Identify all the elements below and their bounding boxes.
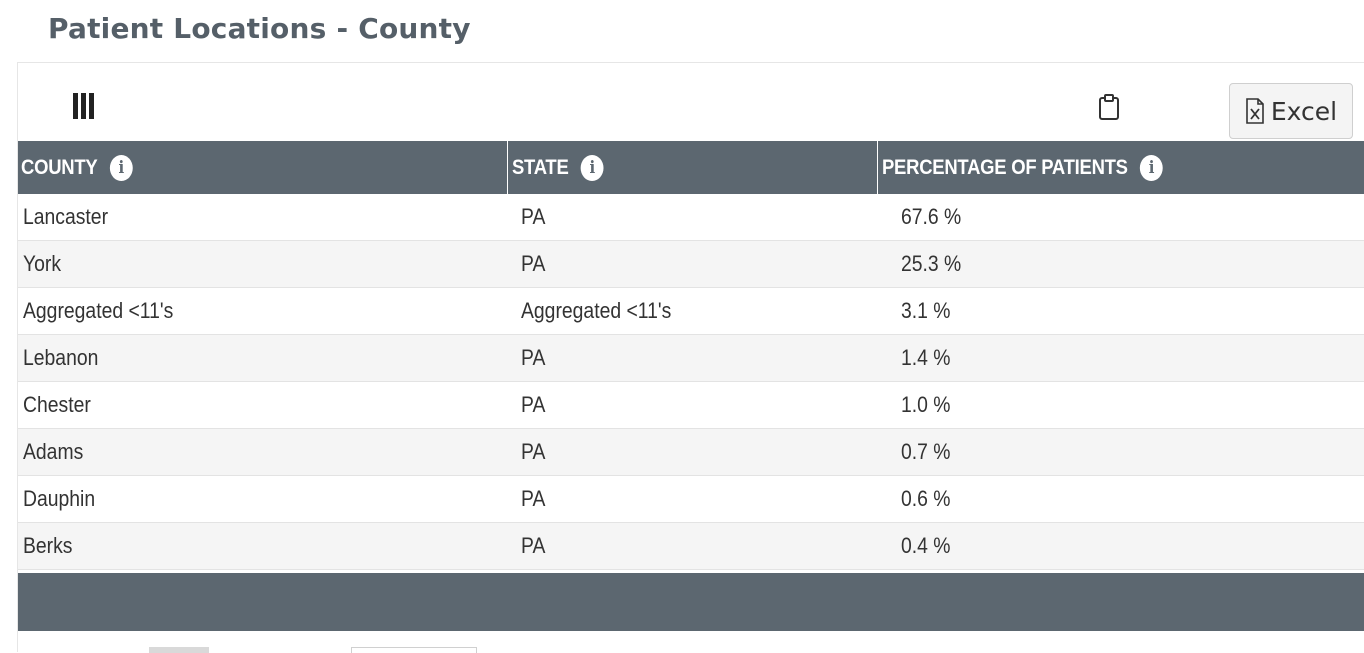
table-header: COUNTY i STATE i PERCENTAGE OF PATIENTS … bbox=[18, 141, 1364, 194]
table-body: Lancaster PA 67.6 % York PA 25.3 % Aggre… bbox=[18, 194, 1364, 570]
cell-percentage: 0.4 % bbox=[901, 533, 951, 558]
cell-state: PA bbox=[521, 204, 546, 229]
cell-state: PA bbox=[521, 533, 546, 558]
table-row[interactable]: Lancaster PA 67.6 % bbox=[18, 194, 1364, 241]
table-row[interactable]: Aggregated <11's Aggregated <11's 3.1 % bbox=[18, 288, 1364, 335]
cell-state: Aggregated <11's bbox=[521, 298, 672, 323]
column-divider bbox=[877, 141, 878, 194]
column-header-state-label: STATE bbox=[512, 155, 569, 179]
cell-county: Aggregated <11's bbox=[23, 298, 174, 323]
table-panel: Excel COUNTY i STATE i PERCENTAGE OF PAT… bbox=[17, 62, 1364, 653]
info-icon[interactable]: i bbox=[580, 154, 604, 181]
cell-county: Berks bbox=[23, 533, 73, 558]
column-header-county[interactable]: COUNTY i bbox=[21, 141, 133, 194]
table-footer bbox=[18, 573, 1364, 631]
cell-county: Dauphin bbox=[23, 486, 96, 511]
column-header-state[interactable]: STATE i bbox=[512, 141, 604, 194]
cell-state: PA bbox=[521, 345, 546, 370]
cell-state: PA bbox=[521, 251, 546, 276]
cell-state: PA bbox=[521, 439, 546, 464]
column-header-percentage-label: PERCENTAGE OF PATIENTS bbox=[882, 155, 1128, 179]
table-row[interactable]: Adams PA 0.7 % bbox=[18, 429, 1364, 476]
cell-county: Lebanon bbox=[23, 345, 99, 370]
excel-export-button[interactable]: Excel bbox=[1229, 83, 1353, 139]
table-row[interactable]: Lebanon PA 1.4 % bbox=[18, 335, 1364, 382]
table-row[interactable]: Chester PA 1.0 % bbox=[18, 382, 1364, 429]
table-toolbar: Excel bbox=[18, 63, 1364, 141]
table-row[interactable]: Berks PA 0.4 % bbox=[18, 523, 1364, 570]
cell-county: Chester bbox=[23, 392, 91, 417]
pagination-control[interactable] bbox=[351, 647, 477, 653]
cell-percentage: 67.6 % bbox=[901, 204, 962, 229]
info-icon[interactable]: i bbox=[109, 154, 133, 181]
cell-percentage: 0.6 % bbox=[901, 486, 951, 511]
table-row[interactable]: Dauphin PA 0.6 % bbox=[18, 476, 1364, 523]
cell-percentage: 0.7 % bbox=[901, 439, 951, 464]
page-title: Patient Locations - County bbox=[48, 12, 471, 45]
cell-percentage: 25.3 % bbox=[901, 251, 962, 276]
cell-percentage: 1.0 % bbox=[901, 392, 951, 417]
cell-percentage: 1.4 % bbox=[901, 345, 951, 370]
column-header-county-label: COUNTY bbox=[21, 155, 98, 179]
clipboard-icon[interactable] bbox=[1098, 93, 1120, 121]
page-size-control[interactable] bbox=[149, 647, 209, 653]
cell-state: PA bbox=[521, 486, 546, 511]
column-divider bbox=[507, 141, 508, 194]
columns-icon[interactable] bbox=[73, 93, 95, 119]
cell-percentage: 3.1 % bbox=[901, 298, 951, 323]
cell-county: Adams bbox=[23, 439, 84, 464]
info-icon[interactable]: i bbox=[1140, 154, 1163, 181]
table-row[interactable]: York PA 25.3 % bbox=[18, 241, 1364, 288]
column-header-percentage[interactable]: PERCENTAGE OF PATIENTS i bbox=[882, 141, 1163, 194]
file-excel-icon bbox=[1246, 98, 1264, 124]
cell-county: Lancaster bbox=[23, 204, 109, 229]
cell-county: York bbox=[23, 251, 62, 276]
excel-button-label: Excel bbox=[1270, 96, 1338, 126]
cell-state: PA bbox=[521, 392, 546, 417]
